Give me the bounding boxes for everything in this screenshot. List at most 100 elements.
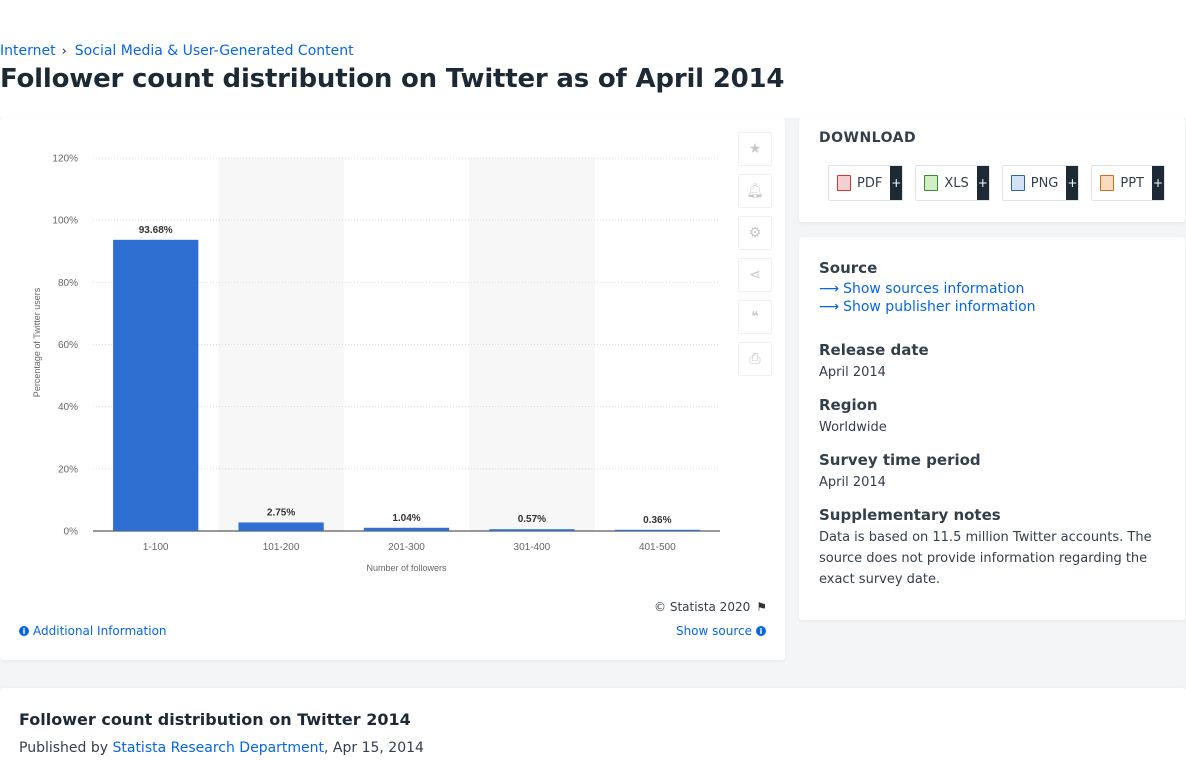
pdf-file-icon — [837, 175, 851, 191]
download-xls-main: XLS — [916, 166, 976, 200]
star-icon: ★ — [748, 141, 762, 157]
additional-information-link[interactable]: i Additional Information — [19, 624, 167, 638]
page-title: Follower count distribution on Twitter a… — [0, 64, 785, 94]
breadcrumb-item-internet[interactable]: Internet — [0, 43, 56, 59]
release-date-label: Release date — [819, 341, 929, 359]
publication-byline: Published by Statista Research Departmen… — [19, 740, 424, 756]
survey-period-block: Survey time period April 2014 — [819, 451, 981, 493]
print-button[interactable]: ⎙ — [738, 342, 772, 376]
release-date-block: Release date April 2014 — [819, 341, 929, 383]
statistic-info-card: Source ⟶ Show sources information ⟶ Show p… — [799, 237, 1185, 620]
survey-period-label: Survey time period — [819, 451, 981, 469]
y-axis-title: Percentage of Twitter users — [32, 287, 42, 397]
y-tick-label: 120% — [52, 154, 78, 165]
bar — [614, 529, 700, 531]
supplementary-notes-value: Data is based on 11.5 million Twitter ac… — [819, 530, 1152, 587]
y-tick-label: 60% — [58, 340, 78, 351]
arrow-right-icon: ⟶ — [819, 299, 840, 315]
gear-icon: ⚙ — [748, 225, 762, 241]
supplementary-notes-label: Supplementary notes — [819, 506, 1001, 524]
download-xls-label: XLS — [944, 175, 969, 191]
data-label: 1.04% — [392, 513, 420, 524]
survey-period-value: April 2014 — [819, 475, 886, 490]
print-icon: ⎙ — [749, 351, 761, 367]
show-source-link[interactable]: Show source i — [676, 624, 766, 638]
download-pdf-main: PDF — [829, 166, 890, 200]
y-tick-label: 80% — [58, 278, 78, 289]
info-icon: i — [19, 626, 29, 636]
supplementary-notes-block: Supplementary notes Data is based on 11.… — [819, 506, 1159, 590]
download-card: DOWNLOAD PDF + XLS + PNG + PPT + — [799, 118, 1185, 222]
x-tick-label: 401-500 — [639, 542, 676, 553]
source-block: Source ⟶ Show sources information ⟶ Show p… — [819, 259, 1036, 315]
y-tick-label: 100% — [52, 216, 78, 227]
y-tick-label: 0% — [64, 527, 79, 538]
download-pdf-label: PDF — [857, 175, 883, 191]
quote-icon: ❝ — [751, 309, 759, 325]
download-buttons: PDF + XLS + PNG + PPT + — [828, 165, 1165, 201]
download-png-label: PNG — [1030, 175, 1059, 191]
bar — [363, 527, 450, 531]
download-xls-button[interactable]: XLS + — [915, 165, 990, 201]
download-png-button[interactable]: PNG + — [1001, 165, 1080, 201]
chevron-right-icon: › — [61, 43, 67, 59]
plus-icon[interactable]: + — [976, 166, 989, 200]
flag-icon[interactable]: ⚑ — [756, 600, 767, 614]
info-icon: i — [756, 626, 766, 636]
chart-toolbar: ★ 🔔︎ ⚙ ⋖ ❝ ⎙ — [738, 132, 772, 384]
publication-date: , Apr 15, 2014 — [324, 740, 424, 756]
share-icon: ⋖ — [749, 267, 761, 283]
download-ppt-main: PPT — [1092, 166, 1152, 200]
download-png-main: PNG — [1003, 166, 1067, 200]
data-label: 0.36% — [643, 515, 671, 526]
show-publisher-link[interactable]: ⟶ Show publisher information — [819, 299, 1036, 315]
png-file-icon — [1010, 175, 1025, 191]
download-title: DOWNLOAD — [819, 130, 917, 146]
breadcrumb-item-social-media[interactable]: Social Media & User-Generated Content — [74, 43, 354, 59]
y-tick-label: 20% — [58, 464, 78, 475]
data-label: 2.75% — [267, 507, 295, 518]
y-tick-label: 40% — [58, 402, 78, 413]
plus-icon[interactable]: + — [890, 166, 903, 200]
notification-button[interactable]: 🔔︎ — [738, 174, 772, 208]
x-tick-label: 1-100 — [143, 542, 169, 553]
data-label: 0.57% — [518, 514, 546, 525]
ppt-file-icon — [1100, 175, 1115, 191]
top-band — [0, 0, 1186, 118]
published-by-label: Published by — [19, 740, 109, 756]
bar — [489, 529, 575, 531]
x-tick-label: 101-200 — [263, 542, 300, 553]
bar — [238, 522, 324, 531]
x-tick-label: 301-400 — [514, 542, 551, 553]
publication-title: Follower count distribution on Twitter 2… — [19, 710, 411, 729]
plus-icon[interactable]: + — [1152, 166, 1164, 200]
bar-chart: 0% 20% 40% 60% 80% 100% 120% 93.68% 1-100 2.75% 10… — [32, 154, 720, 573]
show-source-label: Show source — [675, 624, 752, 638]
bell-icon: 🔔︎ — [746, 183, 764, 199]
show-sources-label: Show sources information — [843, 281, 1025, 297]
settings-button[interactable]: ⚙ — [738, 216, 772, 250]
data-label: 93.68% — [139, 225, 173, 236]
region-block: Region Worldwide — [819, 396, 887, 438]
show-publisher-label: Show publisher information — [843, 299, 1036, 315]
show-sources-link[interactable]: ⟶ Show sources information — [819, 281, 1036, 297]
copyright-text: © Statista 2020 — [654, 600, 751, 614]
arrow-right-icon: ⟶ — [819, 281, 840, 297]
region-label: Region — [819, 396, 878, 414]
favorite-button[interactable]: ★ — [738, 132, 772, 166]
download-pdf-button[interactable]: PDF + — [828, 165, 904, 201]
download-ppt-button[interactable]: PPT + — [1091, 165, 1165, 201]
share-button[interactable]: ⋖ — [738, 258, 772, 292]
chart-card: 0% 20% 40% 60% 80% 100% 120% 93.68% 1-100 2.75% 10… — [0, 118, 785, 660]
cite-button[interactable]: ❝ — [738, 300, 772, 334]
bar — [113, 239, 199, 531]
author-link[interactable]: Statista Research Department — [112, 740, 325, 756]
region-value: Worldwide — [819, 420, 887, 435]
xls-file-icon — [924, 175, 939, 191]
release-date-value: April 2014 — [819, 365, 886, 380]
copyright: © Statista 2020 ⚑ — [654, 600, 767, 614]
additional-information-label: Additional Information — [33, 624, 167, 638]
plus-icon[interactable]: + — [1066, 166, 1079, 200]
x-tick-label: 201-300 — [388, 542, 425, 553]
category-band — [218, 158, 344, 531]
